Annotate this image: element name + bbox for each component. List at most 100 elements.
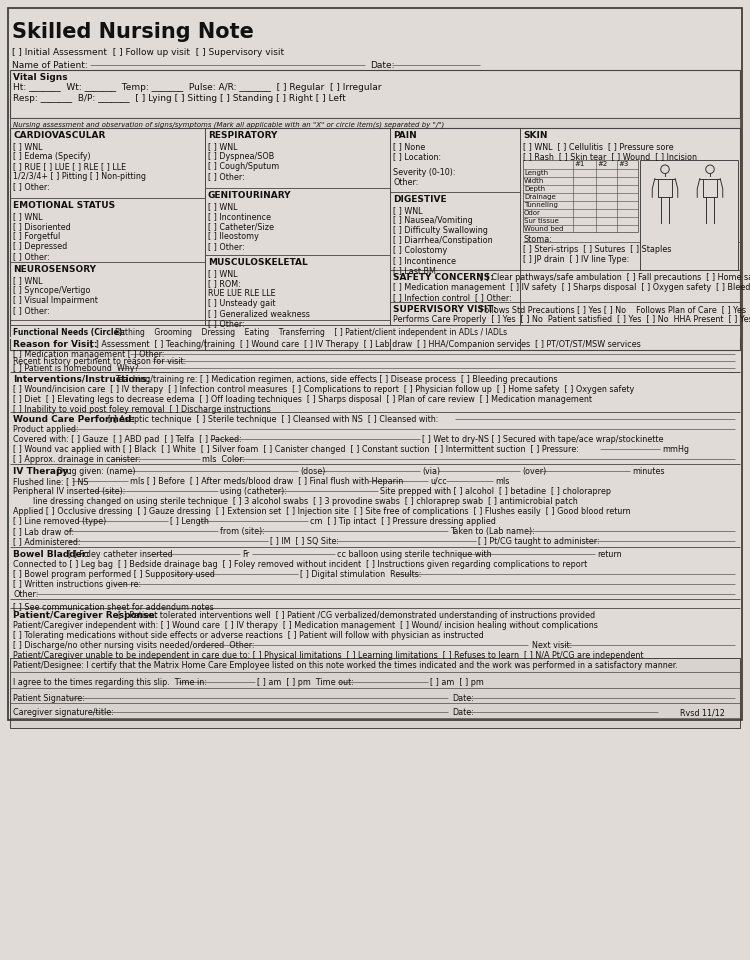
Text: [ ] Patient tolerated interventions well  [ ] Patient /CG verbalized/demonstrate: [ ] Patient tolerated interventions well… (118, 611, 596, 620)
Text: #2: #2 (597, 161, 608, 167)
Text: [ ] Wound/incision care  [ ] IV therapy  [ ] Infection control measures  [ ] Com: [ ] Wound/incision care [ ] IV therapy [… (13, 385, 634, 394)
Text: [ ] WNL: [ ] WNL (208, 202, 238, 211)
Text: [ ] Other:: [ ] Other: (208, 172, 245, 181)
Text: Bathing    Grooming    Dressing    Eating    Transferring    [ ] Patient/client : Bathing Grooming Dressing Eating Transfe… (115, 328, 507, 337)
Text: [ ] Depressed: [ ] Depressed (13, 242, 68, 251)
Text: Functional Needs (Circle):: Functional Needs (Circle): (13, 328, 125, 337)
Text: Date:: Date: (452, 694, 474, 703)
Text: Patient/Caregiver independent with: [ ] Wound care  [ ] IV therapy  [ ] Medicati: Patient/Caregiver independent with: [ ] … (13, 621, 598, 630)
Text: SUPERVISORY VISIT:: SUPERVISORY VISIT: (393, 305, 496, 314)
Text: [ ] WNL: [ ] WNL (13, 142, 43, 151)
Text: Rvsd 11/12: Rvsd 11/12 (680, 708, 724, 717)
Text: [ ] Length: [ ] Length (170, 517, 208, 526)
Bar (10, 325, 740, 337)
Text: (via): (via) (422, 467, 440, 476)
Text: [ ] Other:: [ ] Other: (13, 252, 50, 261)
Text: Patient Signature:: Patient Signature: (13, 694, 85, 703)
Text: [ ] Ileostomy: [ ] Ileostomy (208, 232, 259, 241)
Text: [ ] Catheter/Size: [ ] Catheter/Size (208, 222, 274, 231)
Text: [ ] Initial Assessment  [ ] Follow up visit  [ ] Supervisory visit: [ ] Initial Assessment [ ] Follow up vis… (12, 48, 284, 57)
Text: Product applied:: Product applied: (13, 425, 79, 434)
Text: [ ] RUE [ ] LUE [ ] RLE [ ] LLE: [ ] RUE [ ] LUE [ ] RLE [ ] LLE (13, 162, 126, 171)
Text: [ ] WNL: [ ] WNL (13, 276, 43, 285)
Text: GENITOURINARY: GENITOURINARY (208, 191, 292, 200)
Text: [ ] Other:: [ ] Other: (13, 182, 50, 191)
Text: SAFETY CONCERNS:: SAFETY CONCERNS: (393, 273, 494, 282)
Text: IV Therapy:: IV Therapy: (13, 467, 72, 476)
Text: [ ] Other:: [ ] Other: (13, 306, 50, 315)
Text: [ ] WNL: [ ] WNL (393, 206, 422, 215)
Text: [ ] Inability to void post foley removal  [ ] Discharge instructions: [ ] Inability to void post foley removal… (13, 405, 271, 414)
Text: cm  [ ] Tip intact  [ ] Pressure dressing applied: cm [ ] Tip intact [ ] Pressure dressing … (310, 517, 496, 526)
Text: [ ] Wound vac applied with [ ] Black  [ ] White  [ ] Silver foam  [ ] Canister c: [ ] Wound vac applied with [ ] Black [ ]… (13, 445, 579, 454)
Text: Interventions/Instructions:: Interventions/Instructions: (13, 375, 150, 384)
Text: [ ] Syncope/Vertigo: [ ] Syncope/Vertigo (13, 286, 90, 295)
Text: [ ] Edema (Specify): [ ] Edema (Specify) (13, 152, 91, 161)
Text: [ ] am  [ ] pm: [ ] am [ ] pm (430, 678, 484, 687)
Text: Odor: Odor (524, 210, 541, 216)
Text: Performs Care Properly  [ ] Yes  [ ] No  Patient satisfied  [ ] Yes  [ ] No  HHA: Performs Care Properly [ ] Yes [ ] No Pa… (393, 315, 750, 324)
Text: [ ] WNL: [ ] WNL (13, 212, 43, 221)
Text: [ ] Infection control  [ ] Other:: [ ] Infection control [ ] Other: (393, 293, 512, 302)
Text: Width: Width (524, 178, 544, 184)
Text: Connected to [ ] Leg bag  [ ] Bedside drainage bag  [ ] Foley removed without in: Connected to [ ] Leg bag [ ] Bedside dra… (13, 560, 587, 569)
Text: Drug given: (name): Drug given: (name) (57, 467, 136, 476)
Text: Site prepped with [ ] alcohol  [ ] betadine  [ ] choloraprep: Site prepped with [ ] alcohol [ ] betadi… (380, 487, 611, 496)
Text: [ ] Pt/CG taught to administer:: [ ] Pt/CG taught to administer: (478, 537, 600, 546)
Text: [ ] Aseptic technique  [ ] Sterile technique  [ ] Cleansed with NS  [ ] Cleansed: [ ] Aseptic technique [ ] Sterile techni… (108, 415, 438, 424)
Text: from (site):: from (site): (220, 527, 265, 536)
Text: Nursing assessment and observation of signs/symptoms (Mark all applicable with a: Nursing assessment and observation of si… (13, 121, 444, 128)
Text: [ ] Difficulty Swallowing: [ ] Difficulty Swallowing (393, 226, 488, 235)
Text: Ht: _______  Wt: _______  Temp: _______  Pulse: A/R: _______  [ ] Regular  [ ] I: Ht: _______ Wt: _______ Temp: _______ Pu… (13, 83, 382, 92)
Text: [ ] JP drain  [ ] IV line Type:: [ ] JP drain [ ] IV line Type: (523, 255, 629, 264)
Text: [ ] Patient is homebound  Why?: [ ] Patient is homebound Why? (13, 364, 139, 373)
Text: [ ] IM  [ ] SQ Site:: [ ] IM [ ] SQ Site: (270, 537, 339, 546)
Text: RESPIRATORY: RESPIRATORY (208, 131, 278, 140)
Bar (523, 160, 638, 232)
Text: RUE LUE RLE LLE: RUE LUE RLE LLE (208, 289, 276, 298)
Text: Patient/Caregiver unable to be independent in care due to: [ ] Physical limitati: Patient/Caregiver unable to be independe… (13, 651, 644, 660)
Text: Other:: Other: (13, 590, 38, 599)
Bar (10, 118, 740, 128)
Text: Bowel Bladder:: Bowel Bladder: (13, 550, 90, 559)
Text: Caregiver signature/title:: Caregiver signature/title: (13, 708, 114, 717)
Text: Stoma:: Stoma: (523, 235, 552, 244)
Text: [ ] Clear pathways/safe ambulation  [ ] Fall precautions  [ ] Home safety: [ ] Clear pathways/safe ambulation [ ] F… (480, 273, 750, 282)
Text: Resp: _______  B/P: _______  [ ] Lying [ ] Sitting [ ] Standing [ ] Right [ ] Le: Resp: _______ B/P: _______ [ ] Lying [ ]… (13, 94, 346, 103)
Text: Wound Care Performed:: Wound Care Performed: (13, 415, 135, 424)
Bar (10, 658, 740, 728)
Text: Sur tissue: Sur tissue (524, 218, 559, 224)
Text: [ ] Diarrhea/Constipation: [ ] Diarrhea/Constipation (393, 236, 493, 245)
Text: [ ] Other:: [ ] Other: (208, 242, 245, 251)
Text: [ ] See communication sheet for addendum notes: [ ] See communication sheet for addendum… (13, 602, 214, 611)
Text: Skilled Nursing Note: Skilled Nursing Note (12, 22, 254, 42)
Bar (640, 160, 738, 270)
Text: line dressing changed on using sterile technique  [ ] 3 alcohol swabs  [ ] 3 pro: line dressing changed on using sterile t… (13, 497, 578, 506)
Text: [ ] Line removed (type): [ ] Line removed (type) (13, 517, 106, 526)
Text: DIGESTIVE: DIGESTIVE (393, 195, 447, 204)
Text: [ ] Written instructions given re:: [ ] Written instructions given re: (13, 580, 141, 589)
Text: minutes: minutes (632, 467, 664, 476)
Text: Follows Std Precautions [ ] Yes [ ] No    Follows Plan of Care  [ ] Yes  [ ] No: Follows Std Precautions [ ] Yes [ ] No F… (480, 305, 750, 314)
Text: [ ] Bowel program performed [ ] Suppository used: [ ] Bowel program performed [ ] Supposit… (13, 570, 214, 579)
Text: Patient/Caregiver Response:: Patient/Caregiver Response: (13, 611, 158, 620)
Text: mls: mls (495, 477, 509, 486)
Text: [ ] Forgetful: [ ] Forgetful (13, 232, 60, 241)
Text: [ ] Discharge/no other nursing visits needed/ordered  Other:: [ ] Discharge/no other nursing visits ne… (13, 641, 254, 650)
Text: (over): (over) (522, 467, 546, 476)
Text: [ ] Disoriented: [ ] Disoriented (13, 222, 70, 231)
Text: [ ] WNL  [ ] Cellulitis  [ ] Pressure sore: [ ] WNL [ ] Cellulitis [ ] Pressure sore (523, 142, 674, 151)
Text: [ ] Other:: [ ] Other: (208, 319, 245, 328)
Text: [ ] WNL: [ ] WNL (208, 142, 238, 151)
Text: [ ] Incontinence: [ ] Incontinence (393, 256, 456, 265)
Text: [ ] Wet to dry-NS [ ] Secured with tape/ace wrap/stockinette: [ ] Wet to dry-NS [ ] Secured with tape/… (422, 435, 664, 444)
Text: mls  Color:: mls Color: (202, 455, 245, 464)
Text: Other:: Other: (393, 178, 418, 187)
Text: Patient/Designee: I certify that the Matrix Home Care Employee listed on this no: Patient/Designee: I certify that the Mat… (13, 661, 678, 670)
Text: 1/2/3/4+ [ ] Pitting [ ] Non-pitting: 1/2/3/4+ [ ] Pitting [ ] Non-pitting (13, 172, 146, 181)
Text: Teaching/training re: [ ] Medication regimen, actions, side effects [ ] Disease : Teaching/training re: [ ] Medication reg… (115, 375, 557, 384)
Text: Reason for Visit:: Reason for Visit: (13, 340, 98, 349)
Text: [ ] Medication management [ ] Other:: [ ] Medication management [ ] Other: (13, 350, 164, 359)
Text: using (catheter):: using (catheter): (220, 487, 286, 496)
Text: (dose): (dose) (300, 467, 326, 476)
